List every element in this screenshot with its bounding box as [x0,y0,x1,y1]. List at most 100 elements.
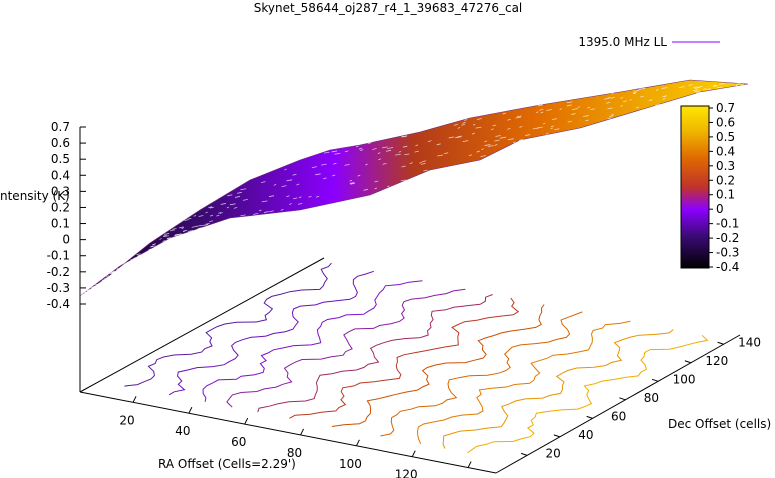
surface-mesh-highlight [694,87,700,89]
z-tick-label: 0.2 [51,200,70,214]
surface-mesh-highlight [577,106,581,108]
surface-mesh-highlight [540,111,544,114]
surface-mesh-highlight [137,254,144,257]
surface-mesh-highlight [611,92,614,95]
surface-mesh-highlight [112,270,116,273]
surface-mesh-highlight [639,87,646,90]
surface-mesh-highlight [286,179,293,182]
x-tick-label: 20 [119,413,134,427]
surface-mesh-highlight [355,145,359,148]
surface-mesh-highlight [365,163,368,166]
surface-mesh-highlight [242,198,248,201]
surface-mesh-highlight [554,128,560,131]
surface-mesh-highlight [457,126,461,129]
z-axis-ticks: 0.7 0.6 0.5 0.4 0.3 0.2 0.1 0 -0.1 -0.2 -0.3 -0.4 [47,120,86,311]
surface-mesh-highlight [436,143,441,146]
surface-mesh-highlight [461,123,465,126]
surface-mesh-highlight [559,108,562,110]
surface-mesh-highlight [385,149,392,152]
surface-mesh-highlight [92,285,98,288]
colorbar-tick-label: -0.1 [716,217,739,231]
surface-mesh-highlight [499,136,506,139]
surface-mesh-highlight [632,92,637,95]
surface-mesh-highlight [475,126,482,129]
z-tick-label: -0.4 [47,297,70,311]
contour-line [380,311,583,437]
colorbar-tick-label: 0.2 [716,173,735,187]
x-tick-mark [188,406,193,414]
surface-mesh-highlight [181,227,185,230]
contour-lines [124,262,709,454]
surface-mesh-highlight [382,162,387,165]
surface-mesh-highlight [218,212,221,214]
surface-mesh-highlight [606,101,611,104]
surface-mesh-highlight [193,215,197,217]
surface-mesh-highlight [284,168,287,171]
x-tick-label: 120 [395,468,418,478]
surface-mesh-highlight [196,225,203,227]
surface-mesh-highlight [655,104,661,106]
surface-mesh-highlight [166,237,172,240]
z-tick-label: -0.1 [47,249,70,263]
surface-mesh-highlight [636,106,639,109]
surface-mesh-highlight [713,84,717,87]
surface-mesh-highlight [495,135,501,137]
surface-mesh-highlight [136,253,141,256]
surface-mesh-highlight [610,96,615,99]
surface-mesh-highlight [153,243,157,245]
x-tick-mark [355,439,360,447]
surface-mesh-highlight [315,173,321,176]
surface-mesh-highlight [415,144,419,147]
surface-mesh-highlight [261,200,268,203]
surface-mesh-highlight [620,105,623,107]
surface-mesh-highlight [693,86,698,89]
surface-mesh-highlight [311,166,318,169]
chart-title: Skynet_58644_oj287_r4_1_39683_47276_cal [254,1,523,15]
surface-mesh-highlight [481,148,484,150]
colorbar-tick-label: 0.1 [716,188,735,202]
y-axis-ticks: 20 40 60 80 100 120 140 [520,335,761,460]
surface-mesh-highlight [402,145,408,148]
surface-mesh-highlight [502,112,507,115]
surface-mesh-highlight [468,154,473,157]
surface-mesh-highlight [507,127,511,130]
surface-mesh-highlight [566,104,572,107]
surface-mesh-highlight [679,86,685,89]
surface-mesh-highlight [607,96,611,99]
colorbar-tick-label: 0.7 [716,101,735,115]
surface-mesh-highlight [480,155,486,157]
y-tick-mark [619,397,626,401]
surface-mesh-highlight [163,235,169,238]
surface-mesh-highlight [693,89,699,92]
surface-mesh-highlight [566,101,573,104]
surface-mesh-highlight [542,122,546,125]
x-tick-label: 100 [339,457,362,471]
surface-mesh-highlight [227,194,233,197]
surface-mesh-highlight [126,261,132,264]
surface-mesh-highlight [735,84,739,87]
surface-mesh-highlight [662,95,667,98]
surface-mesh-highlight [240,188,247,191]
z-tick-label: -0.2 [47,265,70,279]
surface-mesh-highlight [550,125,554,128]
colorbar-tick-label: -0.3 [716,246,739,260]
surface-mesh-highlight [484,144,491,146]
surface-mesh-highlight [448,136,454,139]
surface-mesh-highlight [280,209,284,211]
surface-mesh-highlight [494,139,500,142]
z-tick-label: 0.6 [51,136,70,150]
surface-mesh [79,79,749,297]
z-tick-label: 0.7 [51,120,70,134]
surface-mesh-highlight [182,230,186,233]
surface-mesh-highlight [149,245,154,248]
surface-mesh-highlight [632,91,636,94]
colorbar-ticks: 0.70.60.50.40.30.20.10-0.1-0.2-0.3-0.4 [709,101,739,274]
contour-line [124,262,332,387]
surface-mesh-highlight [718,82,725,85]
surface-mesh-highlight [298,196,302,199]
surface-mesh-highlight [462,122,466,124]
surface-mesh-highlight [437,154,444,157]
surface-mesh-highlight [163,234,167,237]
surface-mesh-highlight [516,115,522,118]
